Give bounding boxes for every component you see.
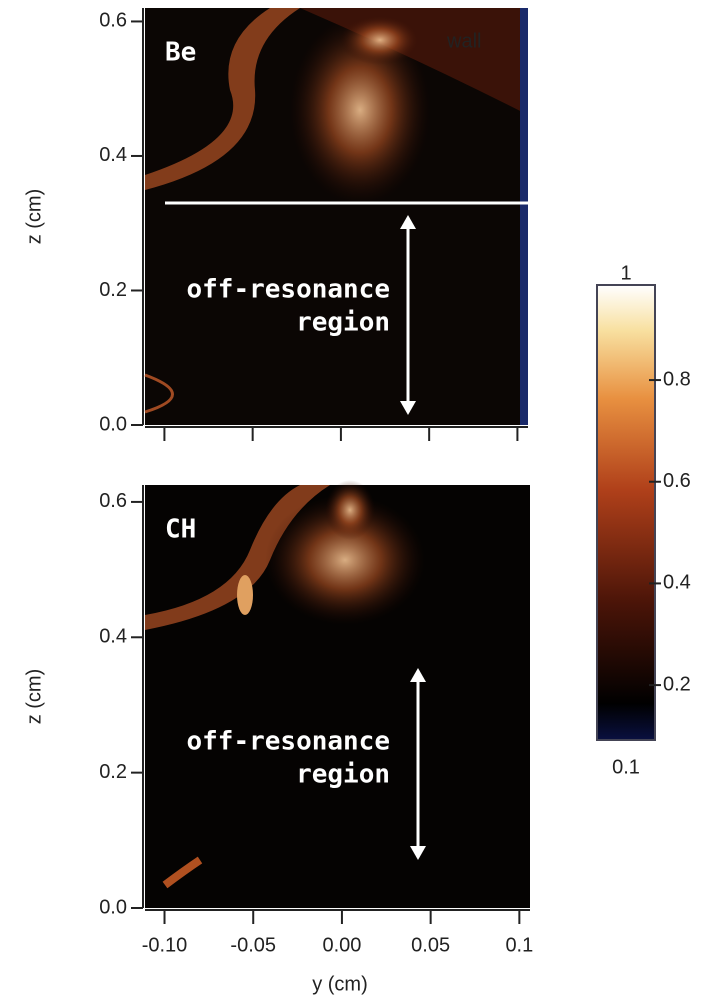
colorbar-tick-label: 0.8 [663,368,691,390]
arrow-head [410,668,426,682]
annotation: off-resonance [187,727,391,757]
x-tick-label: 0.05 [411,934,450,956]
x-tick-label: 0.00 [322,934,361,956]
annotation: region [296,308,390,338]
x-tick-label: -0.05 [230,934,276,956]
wall-label: wall [446,30,481,52]
x-tick-label: -0.10 [142,934,188,956]
colorbar-max-label: 1 [620,262,631,284]
y-tick-label: 0.2 [99,761,127,783]
image-be [144,8,528,425]
image-ch [145,480,530,908]
annotation: region [296,760,390,790]
y-axis-label: z (cm) [23,669,45,725]
y-tick-label: 0.4 [99,144,127,166]
arrow-head [400,401,416,415]
colorbar-tick-label: 0.6 [663,470,691,492]
y-tick-label: 0.2 [99,279,127,301]
panel-label: CH [165,515,196,545]
x-tick-label: 0.1 [505,934,533,956]
panel-label: Be [165,38,196,68]
y-axis-label: z (cm) [23,189,45,245]
colorbar-min-label: 0.1 [612,756,640,778]
colorbar [596,284,656,741]
y-tick-label: 0.0 [99,413,127,435]
y-tick-label: 0.4 [99,626,127,648]
y-tick-label: 0.0 [99,896,127,918]
x-axis-label: y (cm) [312,973,368,995]
colorbar-tick-label: 0.4 [663,572,691,594]
colorbar-tick-label: 0.2 [663,673,691,695]
y-tick-label: 0.6 [99,490,127,512]
y-tick-label: 0.6 [99,10,127,32]
annotation: off-resonance [187,275,391,305]
arrow-head [410,846,426,860]
arrow-head [400,215,416,229]
